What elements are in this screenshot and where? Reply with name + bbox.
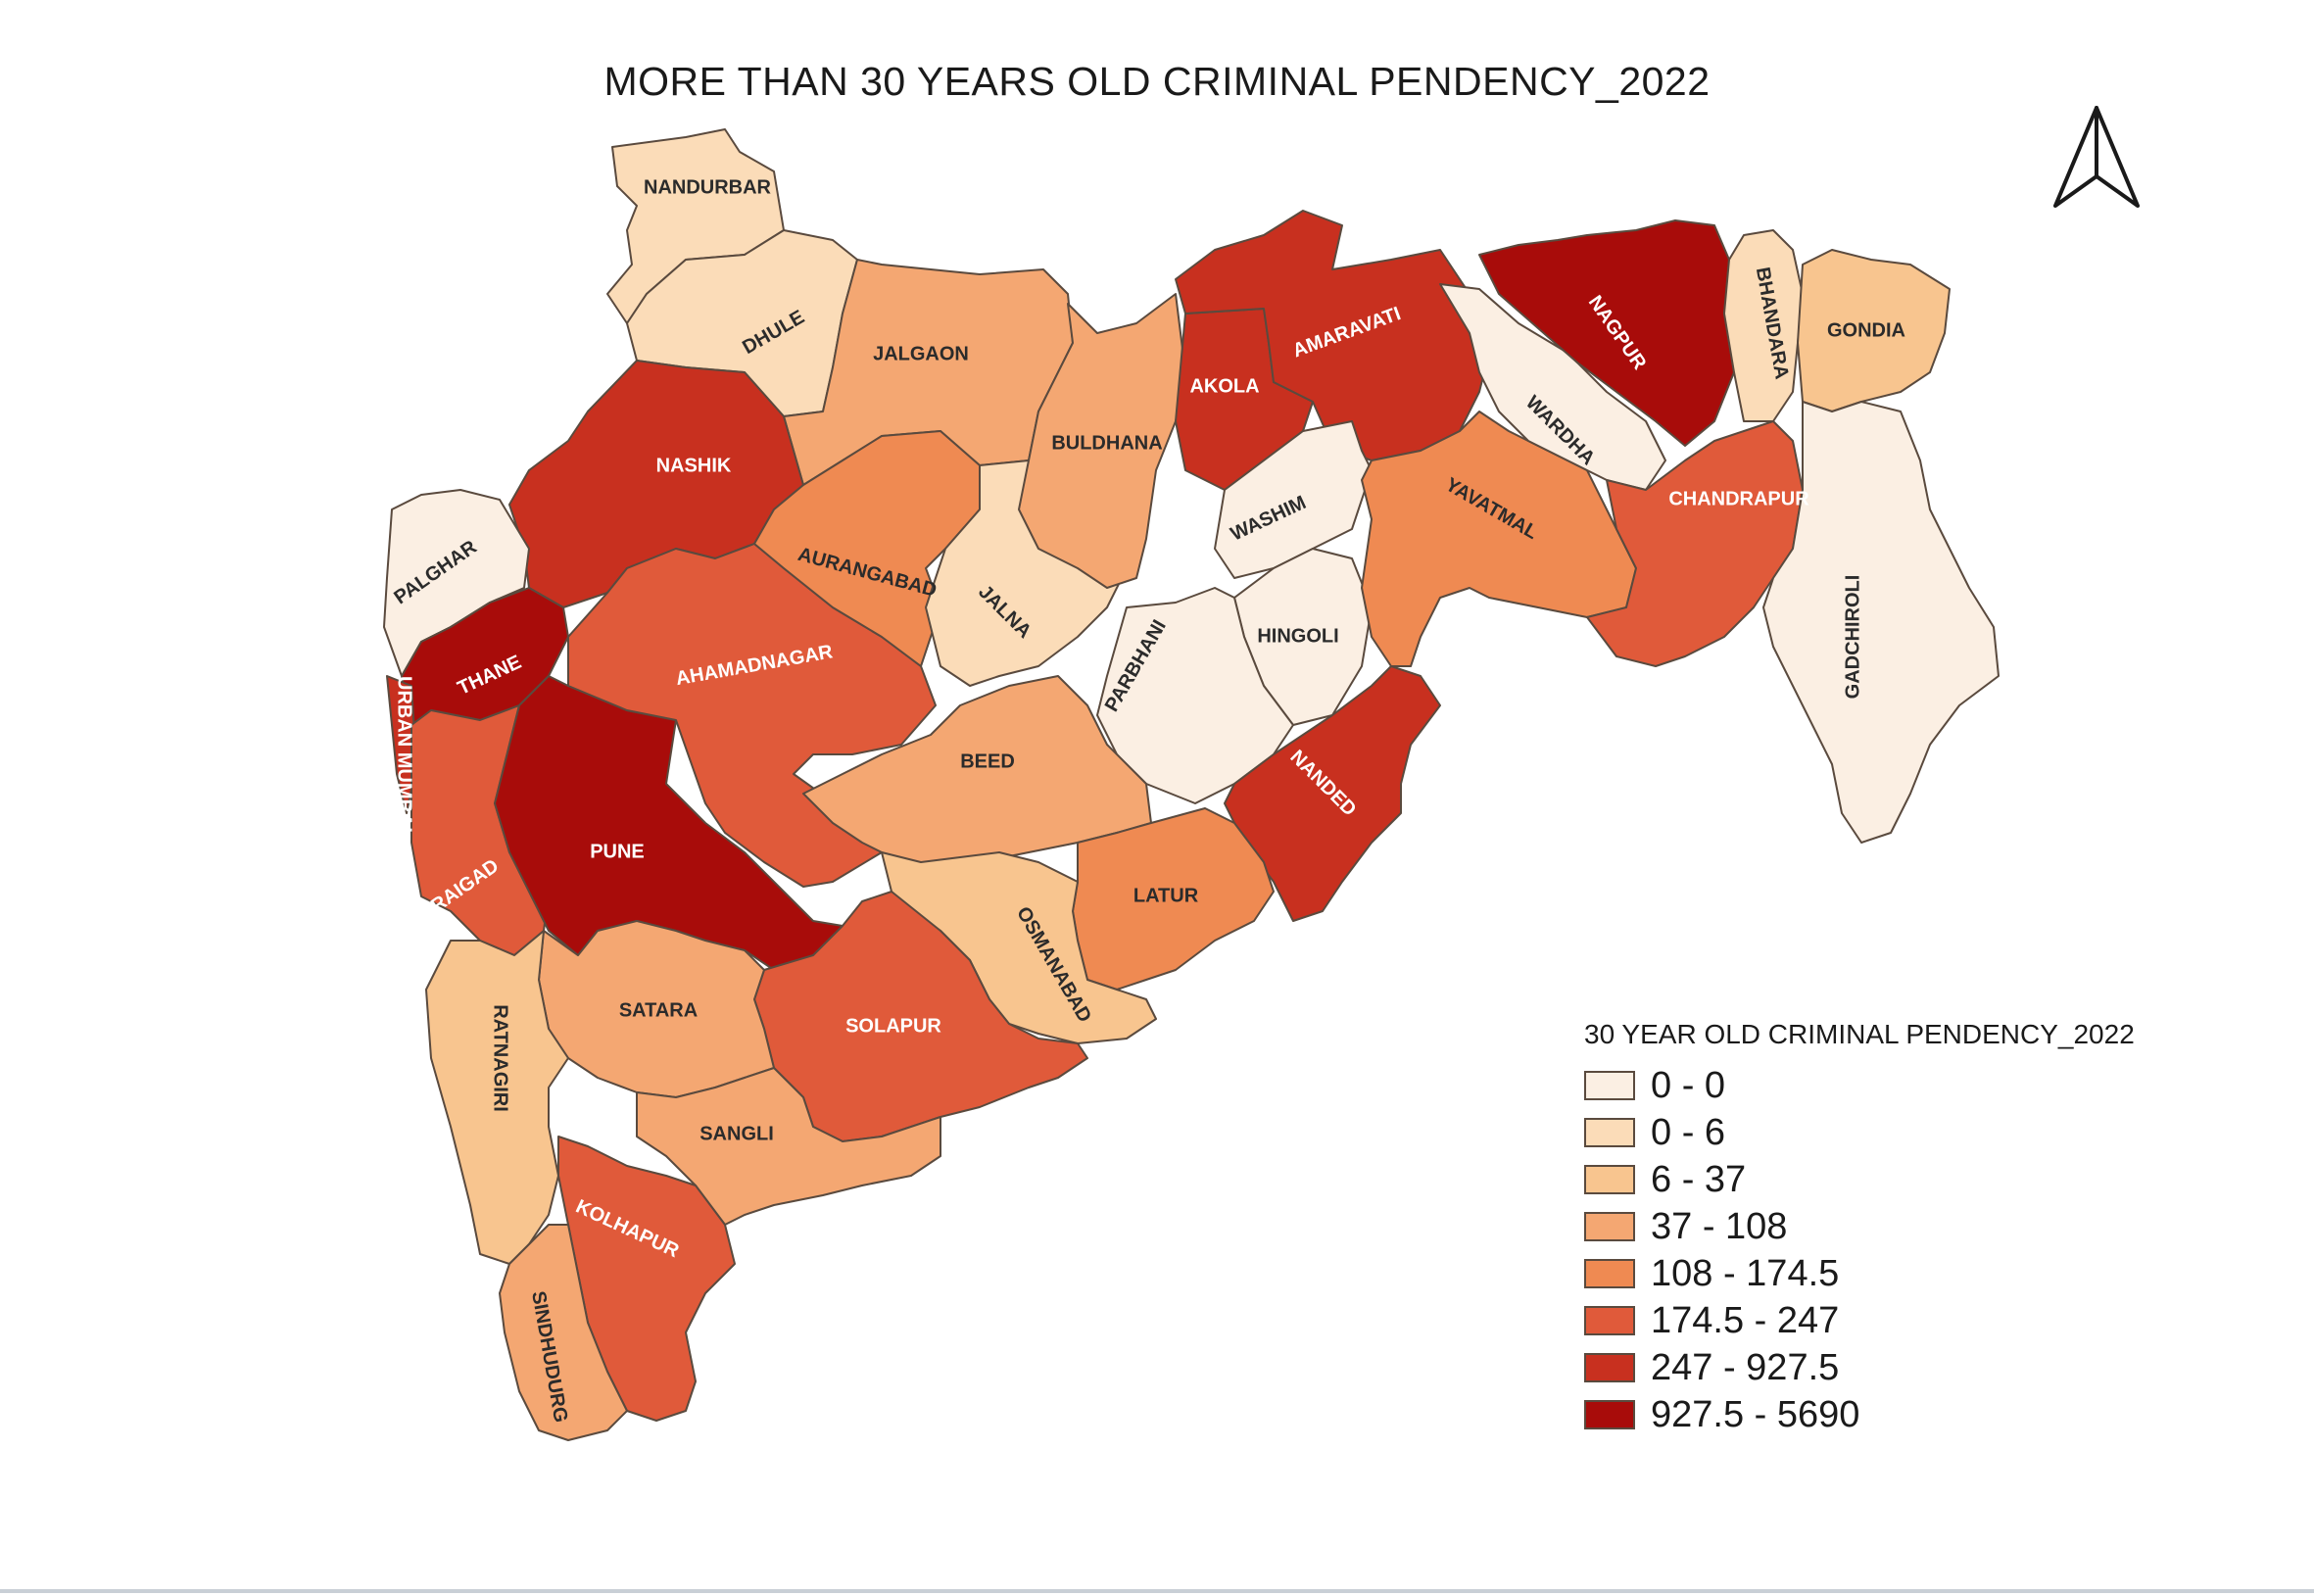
legend-label: 174.5 - 247 (1651, 1299, 1840, 1341)
legend-swatch (1584, 1212, 1635, 1241)
legend-swatch (1584, 1165, 1635, 1194)
district-label-nandurbar: NANDURBAR (644, 176, 772, 198)
legend-item: 0 - 0 (1584, 1062, 2135, 1109)
district-label-ratnagiri: RATNAGIRI (490, 1004, 511, 1112)
district-bhandara (1723, 229, 1804, 422)
legend-title: 30 YEAR OLD CRIMINAL PENDENCY_2022 (1584, 1019, 2135, 1049)
map-legend: 30 YEAR OLD CRIMINAL PENDENCY_2022 0 - 0… (1584, 1019, 2135, 1438)
district-label-solapur: SOLAPUR (845, 1015, 941, 1037)
district-label-latur: LATUR (1133, 885, 1199, 906)
district-label-pune: PUNE (590, 841, 645, 862)
legend-item: 247 - 927.5 (1584, 1344, 2135, 1391)
legend-swatch (1584, 1400, 1635, 1429)
legend-label: 108 - 174.5 (1651, 1252, 1840, 1294)
district-yavatmal (1361, 411, 1637, 667)
map-title: MORE THAN 30 YEARS OLD CRIMINAL PENDENCY… (603, 59, 1711, 104)
district-label-buldhana: BULDHANA (1051, 432, 1162, 454)
legend-items: 0 - 0 0 - 6 6 - 37 37 - 108 108 - 174.5 174.5… (1584, 1062, 2135, 1438)
district-label-gadchiroli: GADCHIROLI (1842, 575, 1863, 700)
legend-swatch (1584, 1353, 1635, 1382)
legend-label: 6 - 37 (1651, 1158, 1747, 1200)
district-amaravati (1175, 210, 1490, 461)
legend-swatch (1584, 1306, 1635, 1335)
legend-label: 247 - 927.5 (1651, 1346, 1840, 1388)
district-label-sangli: SANGLI (699, 1123, 774, 1144)
district-satara (538, 920, 775, 1098)
legend-item: 6 - 37 (1584, 1156, 2135, 1203)
district-label-jalgaon: JALGAON (873, 343, 969, 364)
district-buldhana (1018, 293, 1186, 589)
legend-label: 37 - 108 (1651, 1205, 1788, 1247)
district-ahamadnagar (567, 543, 937, 888)
legend-swatch (1584, 1259, 1635, 1288)
legend-item: 927.5 - 5690 (1584, 1391, 2135, 1438)
district-label-akola: AKOLA (1189, 375, 1259, 397)
legend-swatch (1584, 1118, 1635, 1147)
district-gadchiroli (1762, 401, 2000, 844)
district-label-urban-mumbai: URBAN MUMBAI (394, 676, 415, 833)
district-washim (1214, 420, 1373, 579)
district-sindhudurg (499, 1224, 628, 1441)
district-label-gondia: GONDIA (1827, 319, 1905, 341)
legend-item: 37 - 108 (1584, 1203, 2135, 1250)
legend-item: 174.5 - 247 (1584, 1297, 2135, 1344)
legend-label: 0 - 6 (1651, 1111, 1726, 1153)
district-label-beed: BEED (960, 750, 1015, 772)
legend-swatch (1584, 1071, 1635, 1100)
district-chandrapur (1586, 420, 1804, 667)
legend-item: 0 - 6 (1584, 1109, 2135, 1156)
district-label-nashik: NASHIK (656, 455, 732, 476)
legend-label: 927.5 - 5690 (1651, 1393, 1860, 1435)
district-label-chandrapur: CHANDRAPUR (1668, 488, 1809, 509)
legend-item: 108 - 174.5 (1584, 1250, 2135, 1297)
district-label-satara: SATARA (619, 999, 698, 1021)
north-arrow-icon (2053, 106, 2140, 208)
district-label-hingoli: HINGOLI (1257, 625, 1338, 647)
bottom-divider (0, 1589, 2314, 1593)
legend-label: 0 - 0 (1651, 1064, 1726, 1106)
